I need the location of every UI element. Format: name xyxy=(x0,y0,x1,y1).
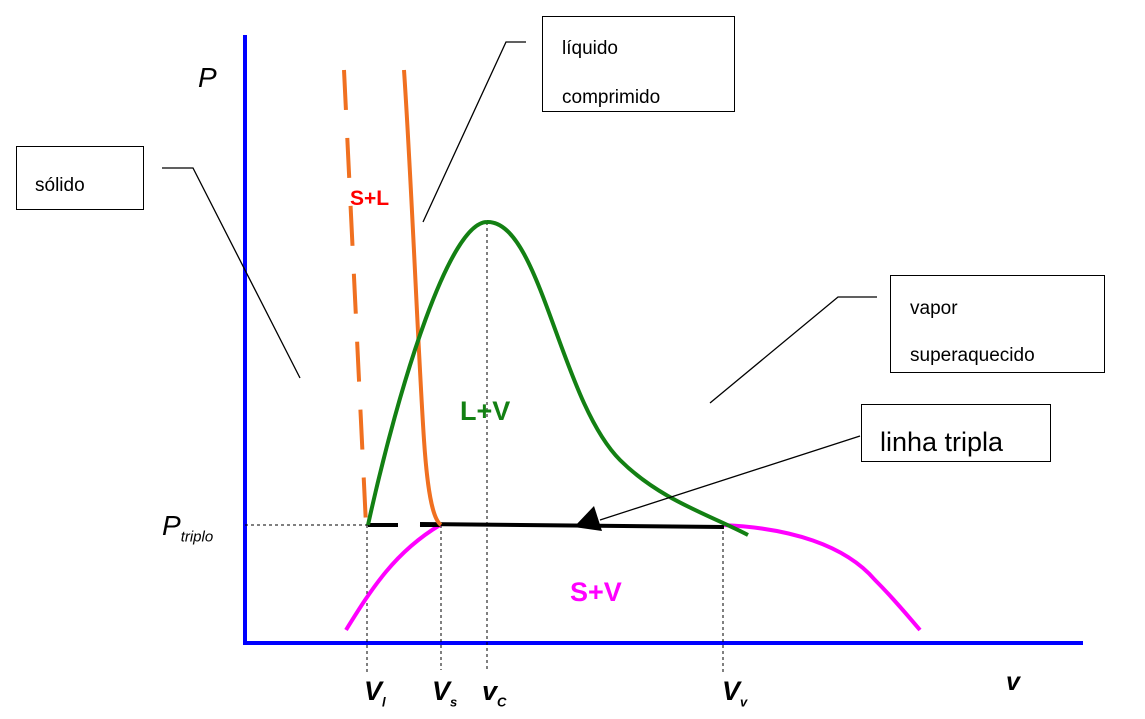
p-triplo-main: P xyxy=(162,510,181,541)
linha-tripla-label: linha tripla xyxy=(880,427,1004,457)
triple-line xyxy=(419,522,725,529)
sublimation-curve xyxy=(344,523,442,632)
saturation-dome xyxy=(366,219,749,537)
solido-leader xyxy=(162,167,301,379)
vapor-sublimation-curve xyxy=(722,523,922,632)
liquido-label-line2: comprimido xyxy=(562,87,661,108)
fusion-curve xyxy=(402,69,443,527)
l-v-region-label: L+V xyxy=(460,396,511,426)
liquido-leader xyxy=(422,41,526,223)
p-axis-label: P xyxy=(198,62,217,93)
liquido-label-line1: líquido xyxy=(562,38,618,59)
solido-box xyxy=(16,146,144,210)
tick-label-vc: vC xyxy=(482,676,507,710)
fusion-curve-dashed xyxy=(342,69,368,526)
vapor-leader xyxy=(709,296,877,404)
tick-label-vl: Vl xyxy=(364,676,386,710)
linha-tripla-leader xyxy=(599,435,861,521)
vapor-box xyxy=(890,275,1105,373)
solido-label: sólido xyxy=(35,175,85,196)
vapor-label-line1: vapor xyxy=(910,298,958,319)
liquido-box xyxy=(542,16,735,112)
linha-tripla-box xyxy=(861,404,1051,462)
tick-label-vs: Vs xyxy=(432,676,458,710)
vapor-label-line2: superaquecido xyxy=(910,345,1035,366)
v-axis-label: v xyxy=(1006,668,1020,696)
linha-tripla-arrowhead xyxy=(574,506,602,531)
tick-label-vv: Vv xyxy=(722,676,748,710)
s-l-region-label: S+L xyxy=(350,187,390,210)
p-triplo-sub: triplo xyxy=(180,528,214,546)
s-v-region-label: S+V xyxy=(570,577,622,607)
p-triplo-label: Ptriplo xyxy=(162,510,213,546)
